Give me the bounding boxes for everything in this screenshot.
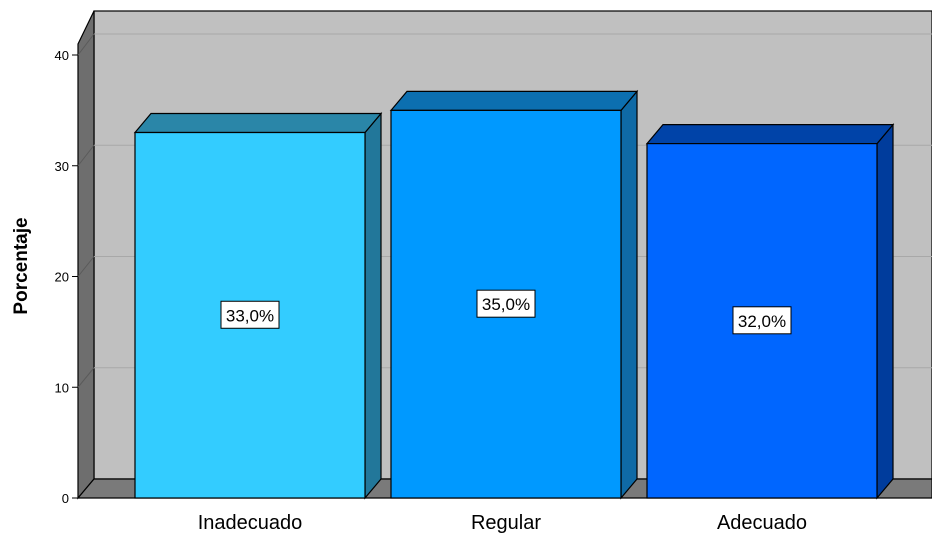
x-tick-label: Regular [471,512,541,533]
y-tick-label: 20 [55,270,69,285]
y-tick-label: 40 [55,48,69,63]
data-label: 32,0% [732,306,792,335]
data-label-box [476,289,536,318]
y-tick-label: 10 [55,380,69,395]
gridline-side [77,367,95,388]
y-axis-title: Porcentaje [11,217,32,314]
data-label-box [732,306,792,335]
bar-top [645,123,895,145]
gridline-side [77,256,95,277]
gridline-side [77,33,95,56]
x-tick-label: Adecuado [717,512,807,533]
data-label: 33,0% [220,300,280,329]
bar-top [389,90,639,111]
side-wall [77,10,95,500]
data-label-box [220,300,280,329]
y-tick-label: 30 [55,159,69,174]
bar-side [364,111,382,500]
data-label-text: 35,0% [482,295,530,314]
x-axis-labels: Inadecuado Regular Adecuado [198,512,807,533]
bar-top [133,112,383,134]
gridline-side [77,144,95,167]
data-labels: 33,0% 35,0% 32,0% [220,289,792,335]
data-label: 35,0% [476,289,536,318]
data-label-text: 33,0% [226,306,274,325]
y-tick-label: 0 [62,491,69,506]
x-tick-label: Inadecuado [198,512,303,533]
bar-side [620,89,638,500]
y-axis-ticks: 0 10 20 30 40 [55,48,78,506]
data-label-text: 32,0% [738,312,786,331]
bar-side [876,122,894,500]
